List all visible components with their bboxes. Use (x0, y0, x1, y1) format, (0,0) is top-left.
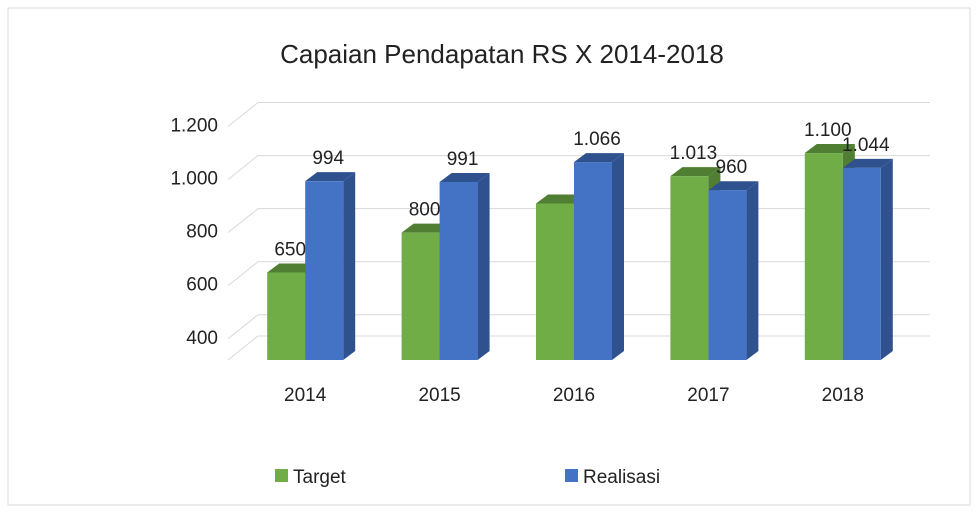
bar-side (880, 158, 893, 360)
bar (574, 162, 612, 360)
data-label: 650 (274, 239, 306, 260)
data-label: 1.066 (573, 129, 621, 150)
bar (670, 176, 709, 360)
bar-group (401, 223, 452, 360)
data-label: 991 (447, 149, 479, 170)
bar-top (574, 153, 624, 163)
grid-line (227, 155, 930, 180)
bar-top (708, 181, 759, 191)
y-tick-label: 800 (186, 222, 218, 243)
data-label: 800 (409, 200, 441, 221)
x-tick-label: 2016 (553, 385, 595, 406)
bar-group (574, 153, 624, 360)
chart-title: Capaian Pendapatan RS X 2014-2018 (280, 39, 724, 69)
x-tick-label: 2018 (822, 385, 864, 406)
bar-top (401, 223, 452, 233)
legend-swatch (565, 469, 578, 482)
data-label: 994 (312, 148, 344, 169)
bar (439, 181, 478, 360)
bar-group (305, 172, 356, 360)
y-tick-label: 1.200 (170, 116, 218, 137)
data-label: 1.100 (804, 120, 852, 141)
bar-side (746, 181, 759, 360)
x-tick-label: 2017 (687, 385, 729, 406)
bar (267, 272, 306, 360)
bar-side (612, 153, 624, 360)
bar (842, 167, 881, 360)
bar (305, 181, 344, 360)
bar-top (842, 158, 893, 168)
x-tick-label: 2015 (418, 385, 460, 406)
bar-top (439, 172, 490, 182)
bar-top (305, 172, 356, 182)
legend-swatch (275, 469, 288, 482)
y-tick-label: 400 (186, 328, 218, 349)
bar (804, 153, 843, 360)
grid-line (227, 102, 930, 127)
bar-group (842, 158, 893, 360)
y-tick-label: 1.000 (170, 169, 218, 190)
bar (708, 190, 747, 360)
bar-group (708, 181, 759, 360)
legend-label: Realisasi (583, 467, 660, 488)
bar-top (804, 144, 855, 154)
bar-top (670, 167, 721, 177)
bar (536, 203, 574, 360)
bar-top (536, 194, 586, 204)
data-label: 960 (716, 157, 748, 178)
data-label: 1.044 (842, 135, 890, 156)
x-tick-label: 2014 (284, 385, 327, 406)
data-label: 1.013 (670, 143, 718, 164)
bar-side (343, 172, 356, 360)
bar-side (477, 172, 490, 360)
legend-label: Target (293, 467, 347, 488)
y-tick-label: 600 (186, 275, 218, 296)
bar-group (439, 172, 490, 360)
bar (401, 232, 440, 360)
bar-top (267, 263, 318, 273)
